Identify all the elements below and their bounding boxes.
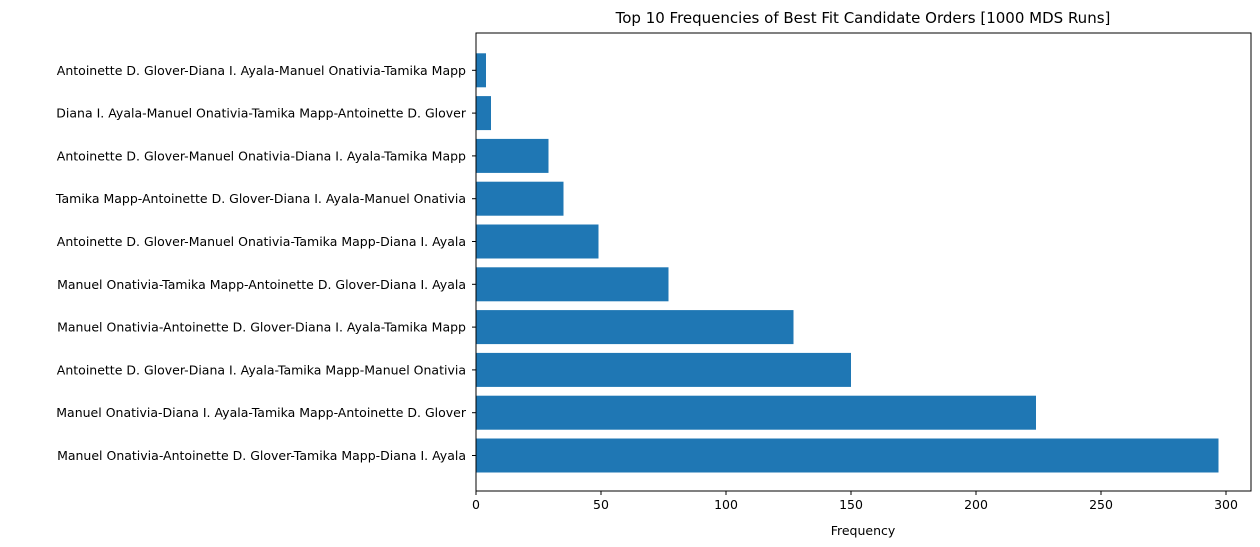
bar [476, 267, 669, 302]
y-tick-label: Manuel Onativia-Antoinette D. Glover-Dia… [57, 320, 466, 335]
y-tick-label: Antoinette D. Glover-Diana I. Ayala-Manu… [57, 63, 466, 78]
y-tick-label: Antoinette D. Glover-Diana I. Ayala-Tami… [57, 362, 466, 377]
bar [476, 96, 491, 131]
bar [476, 53, 486, 88]
y-tick-label: Antoinette D. Glover-Manuel Onativia-Tam… [57, 234, 466, 249]
bar [476, 224, 599, 259]
y-tick-label: Tamika Mapp-Antoinette D. Glover-Diana I… [55, 191, 466, 206]
bar [476, 352, 851, 387]
bar [476, 438, 1219, 473]
bar [476, 310, 794, 345]
x-tick-label: 0 [472, 497, 480, 512]
bar [476, 181, 564, 216]
x-axis-label: Frequency [831, 523, 896, 538]
y-tick-label: Manuel Onativia-Antoinette D. Glover-Tam… [57, 448, 466, 463]
x-tick-label: 200 [964, 497, 988, 512]
x-tick-label: 100 [714, 497, 738, 512]
bar [476, 138, 549, 173]
y-tick-label: Diana I. Ayala-Manuel Onativia-Tamika Ma… [56, 106, 467, 121]
x-tick-label: 50 [593, 497, 609, 512]
y-tick-label: Manuel Onativia-Diana I. Ayala-Tamika Ma… [56, 405, 467, 420]
chart-title: Top 10 Frequencies of Best Fit Candidate… [615, 9, 1111, 27]
plot-frame [475, 32, 1252, 492]
x-tick-label: 150 [839, 497, 863, 512]
y-tick-label: Manuel Onativia-Tamika Mapp-Antoinette D… [57, 277, 466, 292]
y-tick-label: Antoinette D. Glover-Manuel Onativia-Dia… [57, 148, 466, 163]
x-tick-label: 250 [1089, 497, 1113, 512]
x-tick-label: 300 [1214, 497, 1238, 512]
bar [476, 395, 1036, 430]
